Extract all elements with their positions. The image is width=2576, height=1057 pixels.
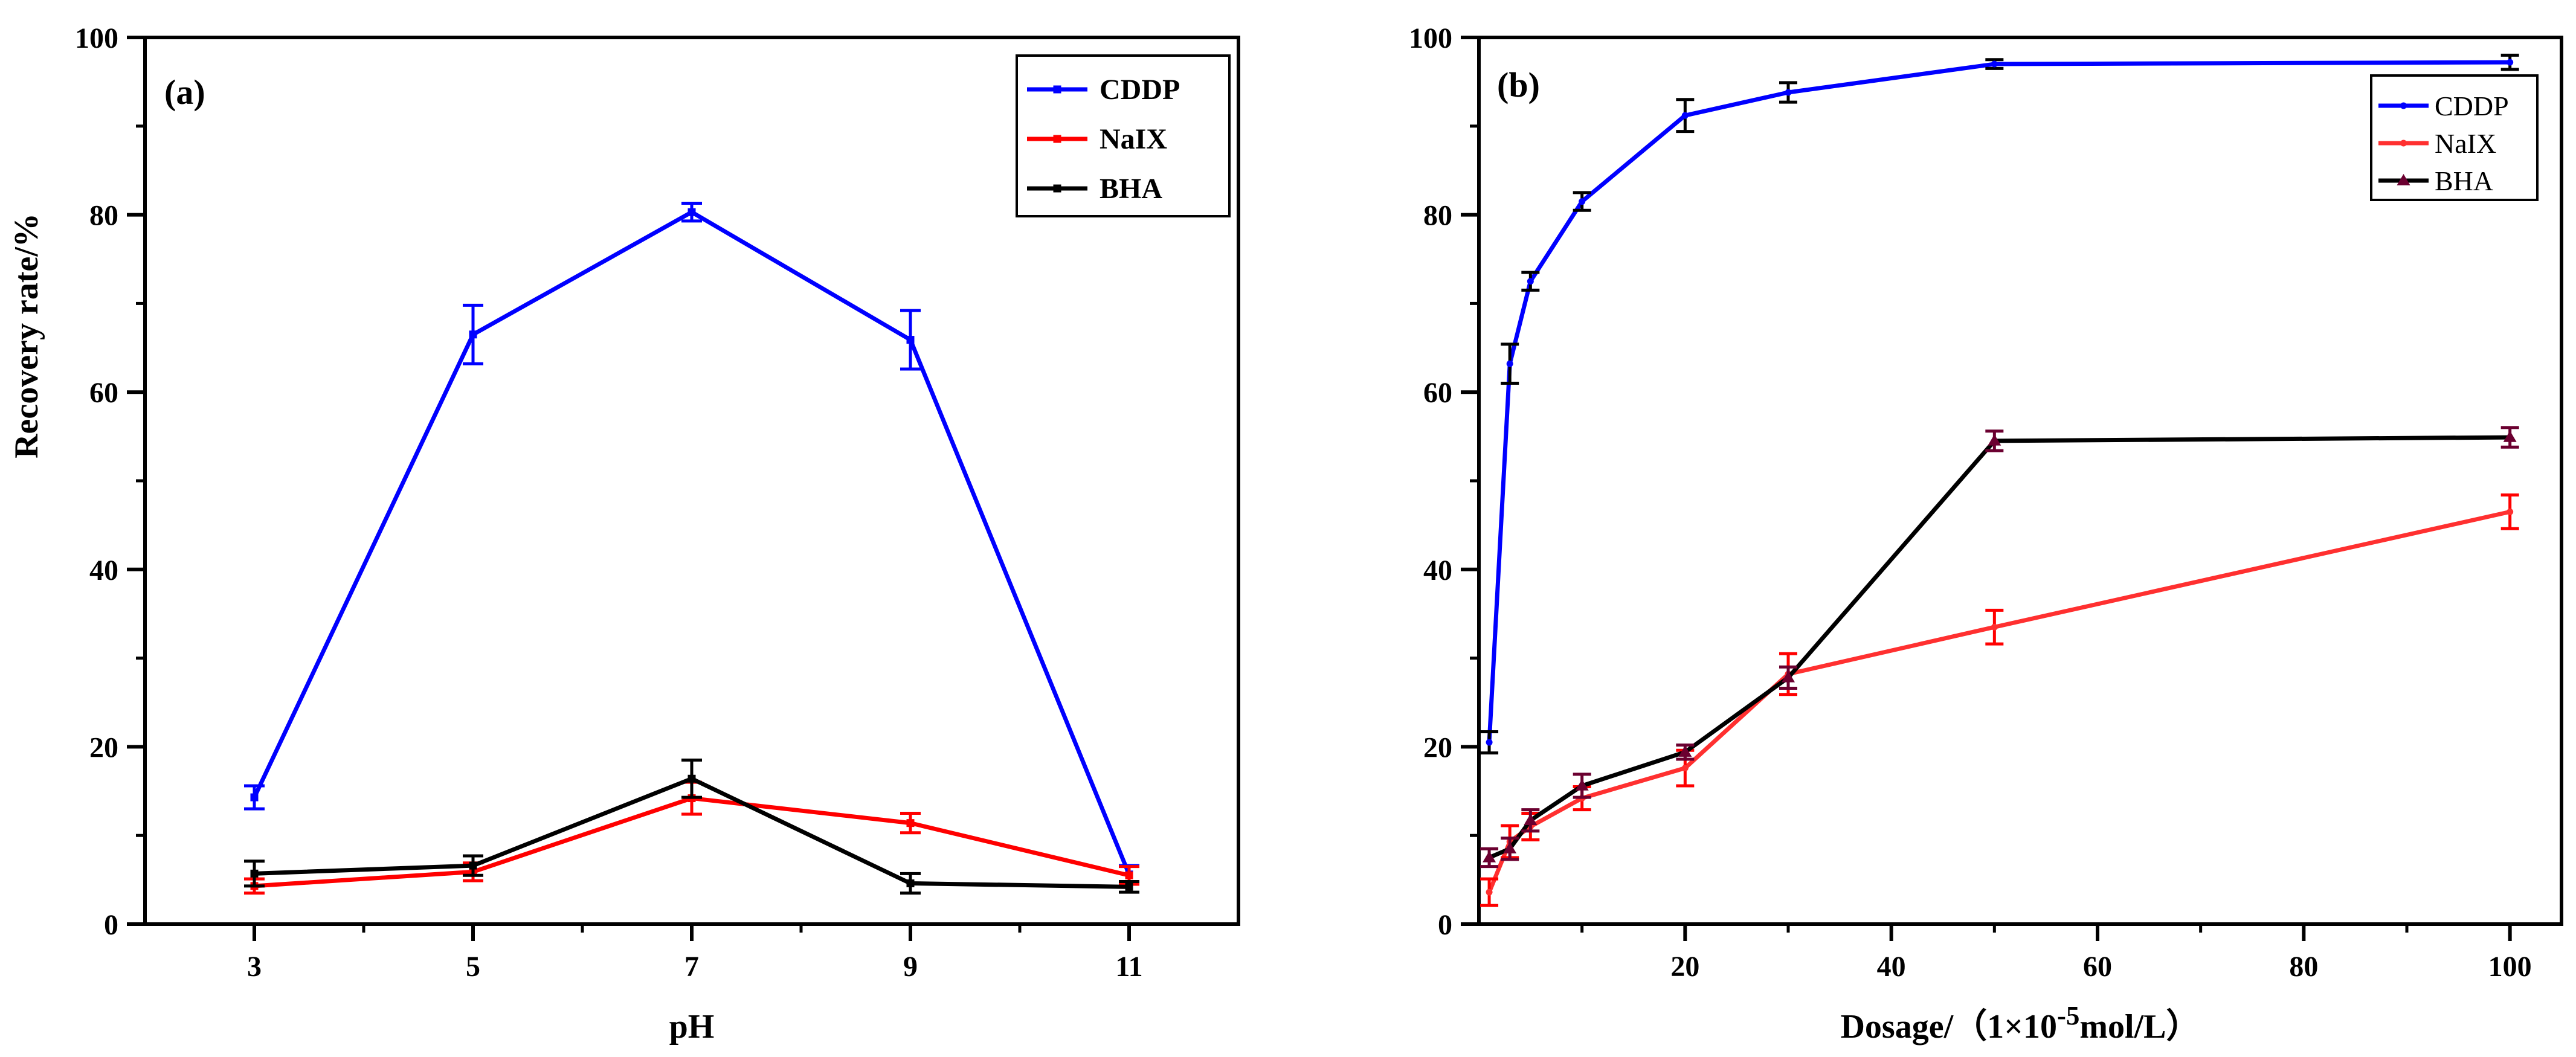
legend: CDDP NaIX BHA: [2370, 74, 2539, 201]
legend-label-cddp: CDDP: [1100, 74, 1180, 106]
data-point: [250, 793, 259, 802]
series-naix: [244, 780, 1139, 895]
y-axis-label: Recovery rate/%: [8, 213, 45, 458]
data-point: [1486, 739, 1493, 746]
legend-label-naix: NaIX: [2435, 128, 2496, 159]
y-tick-label: 100: [75, 22, 118, 54]
x-tick-label: 11: [1115, 951, 1142, 983]
legend-marker: [2397, 174, 2410, 185]
x-tick-label: 80: [2289, 951, 2318, 983]
x-tick-label: 20: [1670, 951, 1699, 983]
legend-marker: [1053, 85, 1061, 94]
series-line-naix: [1487, 509, 2511, 893]
y-tick-label: 20: [1423, 731, 1452, 763]
x-tick-label: 5: [466, 951, 480, 983]
data-point: [1503, 842, 1517, 853]
data-point: [1524, 814, 1538, 825]
y-tick-label: 40: [89, 554, 118, 586]
y-tick-label: 100: [1409, 22, 1452, 54]
data-point: [2503, 431, 2517, 442]
x-tick-label: 40: [1877, 951, 1906, 983]
legend-marker: [2400, 140, 2407, 147]
data-point: [1579, 198, 1586, 205]
legend-marker: [2400, 102, 2407, 109]
data-point: [1681, 112, 1689, 119]
data-point: [906, 879, 915, 887]
legend-label-bha: BHA: [2435, 165, 2493, 196]
series-line-bha: [1488, 435, 2510, 860]
data-point: [1678, 745, 1692, 757]
data-point: [2507, 59, 2514, 66]
legend-label-bha: BHA: [1100, 173, 1162, 205]
data-point: [687, 208, 696, 216]
data-point: [906, 336, 915, 344]
panel-label: (b): [1497, 65, 1540, 104]
x-axis-label: Dosage/（1×10-5mol/L）: [1840, 1000, 2200, 1046]
y-tick-label: 80: [1423, 200, 1452, 232]
legend-marker: [1053, 184, 1061, 193]
series-naix: [1480, 493, 2519, 907]
y-tick-label: 80: [89, 200, 118, 232]
legend-label-naix: NaIX: [1100, 123, 1167, 155]
x-tick-label: 100: [2488, 951, 2532, 983]
x-tick-label: 60: [2083, 951, 2112, 983]
data-point: [1506, 360, 1513, 367]
data-point: [1125, 871, 1133, 879]
data-point: [906, 819, 915, 827]
data-point: [250, 869, 259, 878]
data-point: [1782, 670, 1795, 683]
panel-label: (a): [164, 72, 205, 112]
data-point: [1483, 850, 1496, 863]
data-point: [1988, 434, 2001, 446]
data-point: [687, 774, 696, 783]
x-tick-label: 9: [903, 951, 918, 983]
y-tick-label: 0: [1438, 909, 1452, 941]
data-point: [1486, 888, 1493, 896]
x-axis-label: pH: [669, 1008, 715, 1046]
x-axis-label-superscript: -5: [2057, 1000, 2079, 1030]
y-tick-label: 60: [89, 377, 118, 409]
series-bha: [1480, 426, 2519, 869]
chart-panel-b: 02040608010020406080100Recovery rate/%Do…: [1409, 22, 2563, 1046]
y-tick-label: 40: [1423, 554, 1452, 586]
series-line-cddp: [1487, 60, 2510, 743]
data-point: [1991, 623, 1998, 631]
data-point: [469, 330, 477, 339]
data-point: [1785, 89, 1792, 96]
x-tick-label: 7: [684, 951, 699, 983]
x-tick-label: 3: [247, 951, 262, 983]
chart-panel-a: 0 20 40 60 80 100 3 5 7 9 11 Recovery rate/% pH (a) CD…: [8, 22, 1240, 1046]
data-point: [1575, 779, 1589, 791]
legend-marker: [1053, 135, 1061, 143]
data-point: [1991, 60, 1998, 68]
series-bha: [244, 758, 1139, 895]
series-cddp: [1480, 53, 2519, 755]
data-point: [1681, 765, 1689, 772]
legend: CDDP NaIX BHA: [1016, 54, 1231, 217]
data-point: [1125, 882, 1133, 891]
data-point: [2507, 508, 2514, 515]
y-tick-label: 20: [89, 731, 118, 763]
y-tick-label: 60: [1423, 377, 1452, 409]
y-tick-label: 0: [104, 909, 118, 941]
data-point: [469, 861, 477, 870]
legend-label-cddp: CDDP: [2435, 91, 2509, 121]
data-point: [1527, 278, 1534, 285]
